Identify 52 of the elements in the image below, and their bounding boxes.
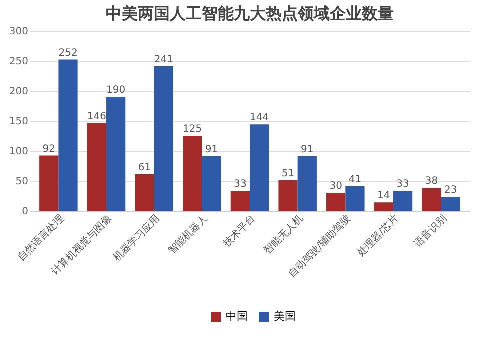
data-label: 190 <box>106 85 126 96</box>
bar <box>87 123 107 211</box>
y-tick-label: 150 <box>9 116 28 128</box>
y-tick-label: 100 <box>9 146 28 158</box>
bar <box>346 186 365 211</box>
bar <box>393 191 413 211</box>
data-label: 38 <box>425 176 438 188</box>
chart-title: 中美两国人工智能九大热点领域企业数量 <box>106 4 394 23</box>
data-label: 23 <box>444 185 458 196</box>
bar <box>441 197 460 211</box>
data-label: 252 <box>58 48 78 59</box>
x-tick-label: 智能机器人 <box>166 212 210 257</box>
bar <box>230 191 250 211</box>
legend-label: 中国 <box>226 310 248 323</box>
x-tick-label: 处理器/芯片 <box>355 212 402 260</box>
data-label: 61 <box>138 162 152 174</box>
bar <box>278 180 298 211</box>
bar <box>422 188 442 211</box>
y-tick-label: 250 <box>9 56 28 68</box>
x-tick-label: 语音识别 <box>412 212 450 250</box>
data-label: 30 <box>330 181 342 192</box>
bar <box>250 124 270 211</box>
bar <box>40 156 59 211</box>
x-tick-label: 智能无人机 <box>262 212 306 257</box>
data-label: 91 <box>205 144 218 156</box>
data-label: 33 <box>396 179 410 190</box>
bar <box>58 60 78 211</box>
data-label: 146 <box>87 111 107 122</box>
y-tick-label: 0 <box>22 206 28 218</box>
data-label: 33 <box>234 179 247 190</box>
bar <box>154 66 174 211</box>
data-label: 144 <box>250 112 270 124</box>
data-label: 14 <box>378 190 390 202</box>
y-tick-label: 50 <box>16 176 28 188</box>
y-tick-label: 300 <box>9 26 28 38</box>
data-label: 51 <box>282 168 295 180</box>
legend-label: 美国 <box>274 310 296 323</box>
data-label: 125 <box>183 124 202 135</box>
bar <box>202 156 222 211</box>
bar <box>298 156 317 211</box>
data-label: 241 <box>154 54 174 66</box>
bar <box>374 202 394 211</box>
bar <box>326 193 346 211</box>
data-label: 92 <box>42 144 56 155</box>
y-tick-label: 200 <box>9 86 28 98</box>
bar <box>183 136 202 211</box>
x-tick-label: 机器学习应用 <box>111 212 162 264</box>
x-tick-label: 技术平台 <box>220 212 258 250</box>
data-label: 41 <box>348 174 362 186</box>
data-label: 91 <box>301 144 314 156</box>
bar <box>106 97 126 211</box>
bar <box>135 174 154 211</box>
